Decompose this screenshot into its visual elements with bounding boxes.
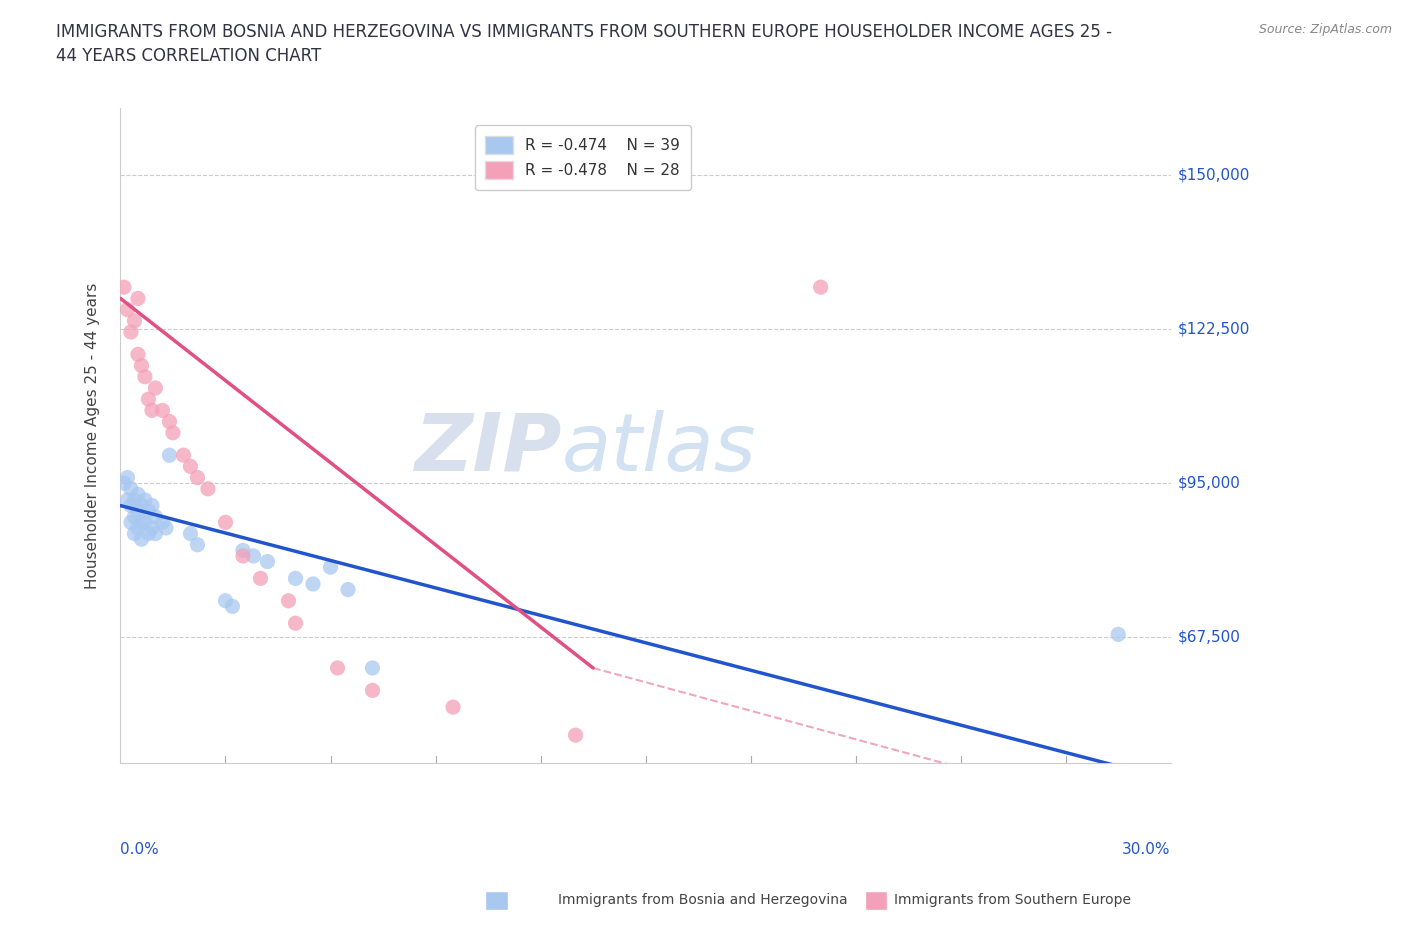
Point [138, 504, 160, 519]
Legend: R = -0.474    N = 39, R = -0.478    N = 28: R = -0.474 N = 39, R = -0.478 N = 28 [475, 126, 690, 190]
Point [138, 392, 160, 406]
Point [179, 458, 201, 473]
Point [134, 493, 156, 508]
Text: $150,000: $150,000 [1178, 167, 1250, 182]
Point [337, 582, 360, 597]
Point [162, 425, 184, 440]
Point [186, 471, 208, 485]
Point [284, 571, 307, 586]
Point [120, 482, 142, 497]
Point [131, 515, 153, 530]
Point [127, 487, 149, 502]
Point [131, 532, 153, 547]
Point [152, 515, 174, 530]
Point [112, 476, 135, 491]
Point [277, 593, 299, 608]
Point [256, 554, 278, 569]
Point [145, 526, 167, 541]
Text: $67,500: $67,500 [1178, 630, 1240, 644]
Text: 0.0%: 0.0% [121, 842, 159, 857]
Point [141, 498, 163, 513]
Text: ZIP: ZIP [415, 410, 561, 487]
Point [155, 521, 177, 536]
Point [127, 347, 149, 362]
Point [134, 515, 156, 530]
Point [302, 577, 325, 591]
Y-axis label: Householder Income Ages 25 - 44 years: Householder Income Ages 25 - 44 years [86, 283, 100, 589]
Point [124, 526, 146, 541]
Point [127, 504, 149, 519]
Point [131, 498, 153, 513]
Point [441, 699, 464, 714]
Point [124, 313, 146, 328]
Point [120, 498, 142, 513]
Text: Source: ZipAtlas.com: Source: ZipAtlas.com [1258, 23, 1392, 36]
Text: Immigrants from Southern Europe: Immigrants from Southern Europe [894, 893, 1130, 907]
Point [179, 526, 201, 541]
Point [117, 493, 139, 508]
Text: IMMIGRANTS FROM BOSNIA AND HERZEGOVINA VS IMMIGRANTS FROM SOUTHERN EUROPE HOUSEH: IMMIGRANTS FROM BOSNIA AND HERZEGOVINA V… [56, 23, 1112, 65]
Point [134, 369, 156, 384]
Point [127, 521, 149, 536]
Point [145, 380, 167, 395]
Point [172, 447, 194, 462]
Point [326, 660, 349, 675]
Point [232, 543, 254, 558]
Point [319, 560, 342, 575]
Point [221, 599, 243, 614]
Point [120, 325, 142, 339]
Point [141, 521, 163, 536]
Point [284, 616, 307, 631]
Point [152, 403, 174, 418]
Point [131, 358, 153, 373]
Point [361, 660, 384, 675]
Point [112, 280, 135, 295]
Text: atlas: atlas [561, 410, 756, 487]
Point [214, 515, 236, 530]
Point [214, 593, 236, 608]
Point [810, 280, 832, 295]
Point [124, 510, 146, 525]
Point [124, 493, 146, 508]
Point [159, 447, 181, 462]
Point [197, 482, 219, 497]
Point [242, 549, 264, 564]
Point [117, 302, 139, 317]
Point [117, 471, 139, 485]
Point [361, 683, 384, 698]
Point [127, 291, 149, 306]
Point [145, 510, 167, 525]
Point [1107, 627, 1129, 642]
Point [564, 727, 586, 742]
Point [232, 549, 254, 564]
Text: $95,000: $95,000 [1178, 475, 1240, 491]
Point [120, 515, 142, 530]
Point [141, 403, 163, 418]
Point [159, 414, 181, 429]
Text: Immigrants from Bosnia and Herzegovina: Immigrants from Bosnia and Herzegovina [558, 893, 848, 907]
Point [138, 526, 160, 541]
Text: 30.0%: 30.0% [1122, 842, 1171, 857]
Text: $122,500: $122,500 [1178, 322, 1250, 337]
Point [186, 538, 208, 552]
Point [249, 571, 271, 586]
